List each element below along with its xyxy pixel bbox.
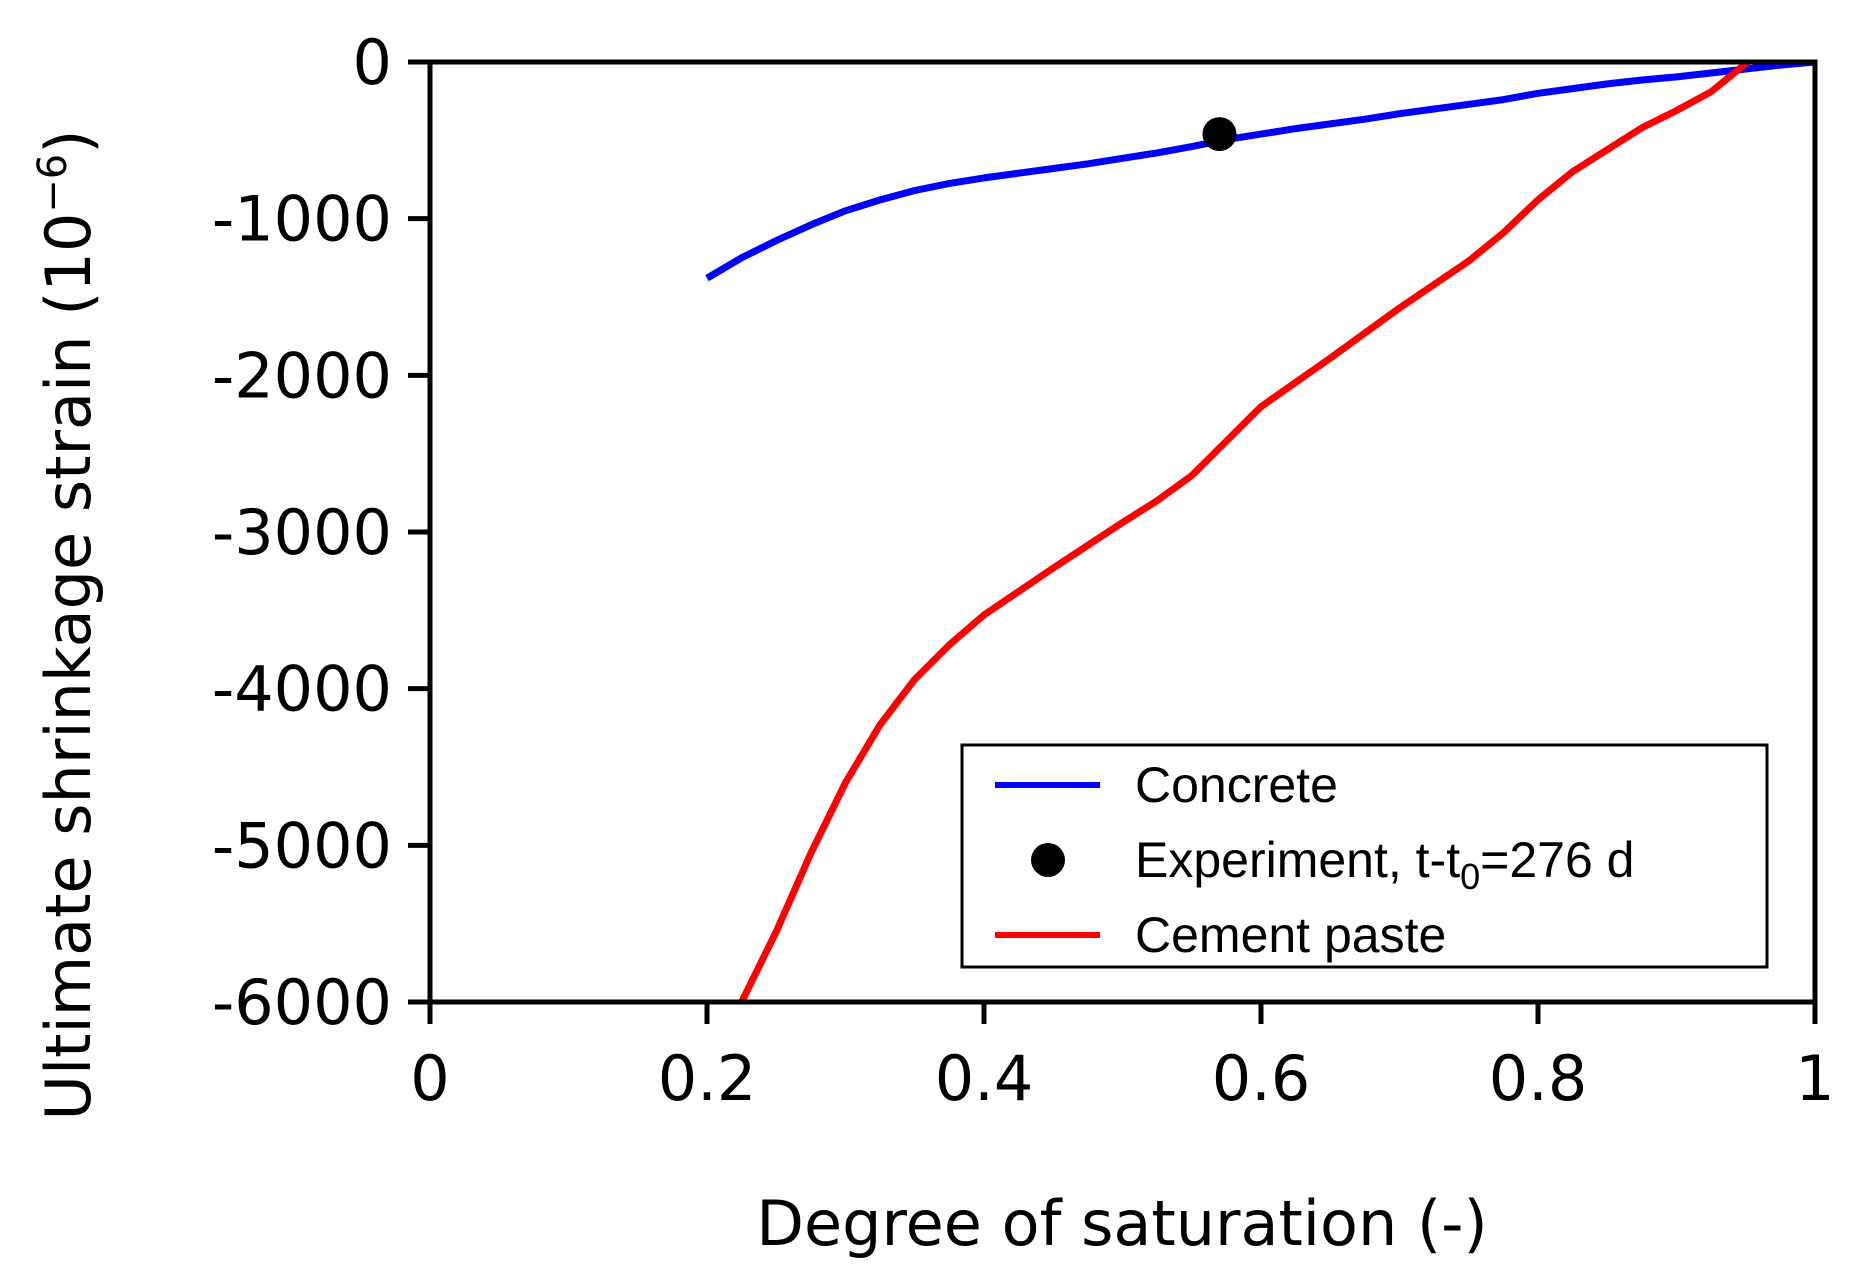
y-tick-label: 0 [353,26,392,99]
x-tick-label: 0.2 [658,1042,757,1115]
y-tick-label: -3000 [212,496,392,569]
x-tick-label: 0.8 [1489,1042,1588,1115]
y-axis-title-main: Ultimate shrinkage strain (10 [32,213,105,1121]
legend-label-concrete: Concrete [1135,757,1338,813]
y-axis-title-close: ) [32,130,105,154]
legend: Concrete Experiment, t-t0=276 d Cement p… [960,743,1769,969]
series-line-cement-paste [738,62,1815,1002]
x-axis-title: Degree of saturation (-) [756,1187,1487,1260]
y-tick-label: -5000 [212,809,392,882]
legend-label-cement-paste: Cement paste [1135,907,1446,963]
legend-label-experiment-main: Experiment, t-t [1135,832,1460,888]
y-axis-title: Ultimate shrinkage strain (10−6) [30,130,105,1121]
x-tick-label: 0.6 [1212,1042,1311,1115]
data-point-experiment-t-t [1202,117,1237,152]
legend-label-experiment: Experiment, t-t0=276 d [1135,832,1634,897]
legend-label-experiment-tail: =276 d [1480,832,1634,888]
legend-label-experiment-sub: 0 [1460,856,1480,897]
x-tick-label: 0 [410,1042,449,1115]
plot-lines [705,62,1815,1002]
legend-marker-experiment [1031,843,1065,877]
series-line-concrete [705,62,1815,282]
plot-points [1202,117,1237,152]
y-tick-label: -1000 [212,183,392,256]
x-tick-label: 1 [1795,1042,1834,1115]
y-tick-label: -4000 [212,653,392,726]
x-tick-label: 0.4 [935,1042,1034,1115]
y-tick-label: -2000 [212,339,392,412]
x-ticks: 0 0.2 0.4 0.6 0.8 1 [410,1002,1835,1115]
y-axis-title-exponent: −6 [30,154,76,213]
y-tick-label: -6000 [212,966,392,1039]
y-ticks: 0 -1000 -2000 -3000 -4000 -5000 -6000 [212,26,430,1039]
